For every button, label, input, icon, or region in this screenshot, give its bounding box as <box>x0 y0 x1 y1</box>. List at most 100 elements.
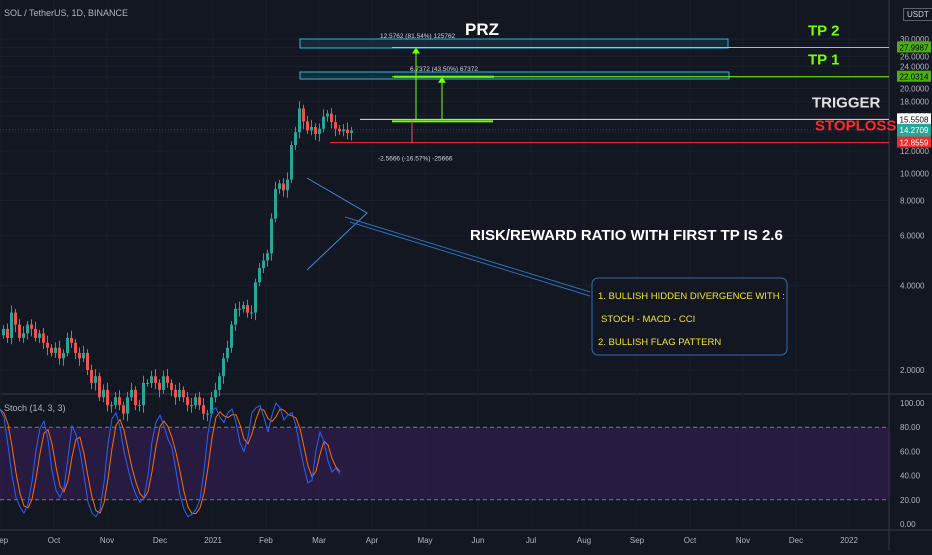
price-tick-label: 10.0000 <box>900 169 929 178</box>
time-tick-label: Feb <box>259 536 273 545</box>
candle <box>154 376 157 383</box>
candle <box>258 268 261 283</box>
candle <box>214 389 217 398</box>
candle <box>310 127 313 131</box>
candle <box>114 397 117 406</box>
price-tick-label: 2.0000 <box>900 366 925 375</box>
candle <box>74 342 77 353</box>
time-tick-label: Apr <box>366 536 379 545</box>
price-tick-label: 24.0000 <box>900 62 929 71</box>
candle <box>110 405 113 407</box>
candle <box>174 389 177 398</box>
candle <box>170 382 173 390</box>
candle <box>54 347 57 353</box>
level-label: TP 2 <box>808 22 839 39</box>
candle <box>134 389 137 406</box>
candle <box>26 324 29 334</box>
candle <box>142 382 145 406</box>
price-tag-label: 14.2709 <box>900 126 929 135</box>
flag-pattern <box>306 177 368 271</box>
price-tag-bg <box>897 113 931 125</box>
candle <box>186 397 189 406</box>
time-tick-label: 2022 <box>840 536 858 545</box>
candle <box>42 333 45 343</box>
candle <box>18 324 21 338</box>
callout-line: 2. BULLISH FLAG PATTERN <box>598 337 721 348</box>
time-tick-label: Nov <box>100 536 114 545</box>
candle <box>34 328 37 338</box>
level-label: TP 1 <box>808 52 839 69</box>
stoch-tick-label: 0.00 <box>900 520 916 529</box>
candle <box>2 328 5 336</box>
candle <box>90 370 93 383</box>
candle <box>210 397 213 414</box>
price-tick-label: 18.0000 <box>900 97 929 106</box>
price-tick-label: 20.0000 <box>900 85 929 94</box>
price-tag-bg <box>897 136 931 148</box>
trigger-bar <box>392 120 493 123</box>
candle <box>82 352 85 359</box>
candle <box>270 218 273 254</box>
candle <box>338 128 341 132</box>
stoch-band <box>0 427 889 500</box>
candle <box>234 308 237 325</box>
candle <box>318 128 321 134</box>
candle <box>286 179 289 191</box>
candle <box>250 312 253 314</box>
candle <box>230 324 233 348</box>
candle <box>158 382 161 390</box>
candle <box>118 397 121 406</box>
zone-measure-label: 6.7372 (43.50%) 67372 <box>410 66 478 73</box>
level-label: STOPLOSS <box>815 118 896 135</box>
candle <box>66 337 69 353</box>
price-tag-label: 12.8559 <box>900 139 929 148</box>
candle <box>6 328 9 338</box>
price-tick-label: 26.0000 <box>900 52 929 61</box>
price-tick-label: 8.0000 <box>900 197 925 206</box>
time-tick-label: Nov <box>736 536 750 545</box>
candle <box>294 132 297 146</box>
zone-measure-label: 12.5762 (81.54%) 125762 <box>380 33 456 40</box>
symbol-title: SOL / TetherUS, 1D, BINANCE <box>4 8 129 18</box>
candle <box>202 405 205 414</box>
candle <box>278 183 281 189</box>
candle <box>222 358 225 377</box>
stoch-tick-label: 80.00 <box>900 423 921 432</box>
currency-badge[interactable]: USDT <box>903 8 932 21</box>
candle <box>242 305 245 309</box>
candle <box>262 260 265 269</box>
time-tick-label: Jun <box>472 536 485 545</box>
callout-pointer <box>344 216 591 293</box>
level-label: TRIGGER <box>812 94 881 111</box>
prz-zone <box>299 38 729 49</box>
time-tick-label: Sep <box>0 536 9 545</box>
candle <box>162 376 165 390</box>
time-tick-label: Oct <box>684 536 697 545</box>
stoch-k-line <box>0 401 341 518</box>
stoch-tick-label: 100.00 <box>900 399 925 408</box>
candle <box>194 397 197 406</box>
candle <box>346 129 349 134</box>
candle <box>98 376 101 398</box>
price-tick-label: 12.0000 <box>900 147 929 156</box>
candle <box>22 333 25 338</box>
candle <box>126 397 129 414</box>
price-tag-bg <box>897 41 931 53</box>
callout-box <box>591 277 788 356</box>
candle <box>326 113 329 117</box>
time-tick-label: Oct <box>48 536 61 545</box>
candle <box>218 376 221 390</box>
price-tag-bg <box>897 70 931 82</box>
tp2-arrowhead <box>412 47 420 54</box>
candle <box>246 305 249 313</box>
candle <box>182 389 185 398</box>
candle <box>190 405 193 407</box>
candle <box>102 389 105 398</box>
candle <box>298 108 301 133</box>
candle <box>166 376 169 383</box>
candle <box>150 376 153 383</box>
candle <box>290 145 293 180</box>
candle <box>122 405 125 414</box>
